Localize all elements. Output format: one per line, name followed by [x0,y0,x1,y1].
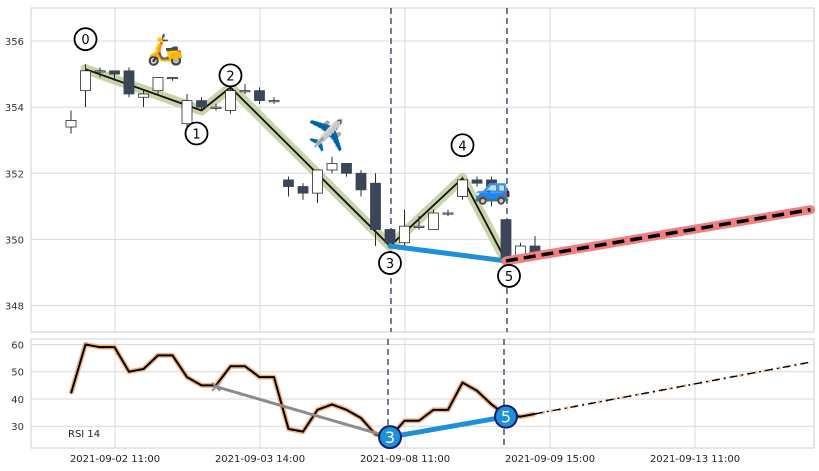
candle-body [428,212,439,230]
candle-body [239,90,251,93]
zigzag-marker-circle [184,121,209,146]
price-divergence-line [387,243,509,264]
rsi-label: RSI 14 [68,429,100,440]
price-projection-line [505,207,811,263]
zigzag-marker-circle [497,264,521,288]
zigzag-marker-circle [218,63,243,88]
candle-body [167,77,178,80]
candle-body [442,212,454,215]
candle-body [94,70,106,73]
candle-body [196,100,207,108]
candle-body [181,100,193,125]
rsi-marker-circle [378,425,402,450]
candle-body [210,106,222,109]
zigzag-marker-label: 5 [505,270,513,285]
rsi-tick-label: 40 [11,395,24,406]
price-tick-label: 356 [5,37,24,48]
rsi-divergence-blue [387,414,509,440]
rsi-grid [31,339,814,448]
x-tick-label: 2021-09-09 15:00 [505,454,595,465]
emoji-icon: ✈️ [308,117,345,154]
candle-body [384,229,396,244]
rsi-divergence-gray [215,385,391,439]
candle-body [457,179,468,197]
price-tick-label: 352 [5,169,24,180]
candle-body [312,169,323,194]
candle-body [123,70,135,95]
zigzag-marker-label: 1 [192,127,200,142]
zigzag-marker-label: 2 [226,69,234,84]
rsi-lines: 35 [68,341,811,450]
zigzag-marker-label: 3 [386,257,394,272]
x-tick-label: 2021-09-08 11:00 [360,454,450,465]
price-tick-label: 354 [5,103,24,114]
candle-body [109,70,120,75]
candle-body [268,100,280,103]
price-tick-label: 348 [5,302,24,313]
price-overlays: 0 1 2 3 4 5 🛵 ✈️ 🚙 [73,27,815,288]
rsi-line [70,343,536,439]
candle-body [399,225,410,244]
zigzag-marker-label: 0 [81,33,89,48]
candle-body [138,93,149,98]
zigzag-marker-label: 4 [458,139,466,154]
candle-body [225,90,236,111]
x-tick-label: 2021-09-02 11:00 [70,454,160,465]
rsi-marker-label: 3 [385,428,395,447]
x-tick-label: 2021-09-03 14:00 [215,454,305,465]
price-grid [31,8,814,332]
zigzag-marker-circle [378,251,402,275]
rsi-x-marker [211,381,221,392]
emoji-icon: 🚙 [474,172,511,207]
rsi-tick-label: 60 [11,340,24,351]
price-tick-label: 350 [5,235,24,246]
candle-body [152,77,164,92]
candle-body [486,179,497,201]
price-panel-frame [30,7,815,333]
candle-body [297,186,309,194]
candle-body [254,90,265,101]
rsi-marker-label: 5 [501,408,511,427]
candle-body [355,172,367,191]
zigzag-marker-circle [450,133,475,158]
candle-body [413,225,425,228]
rsi-tick-label: 30 [11,422,24,433]
zigzag-marker-circle [73,27,98,52]
rsi-projection-halo [534,360,811,416]
emoji-icon: 🛵 [147,33,184,68]
candle-body [283,179,294,187]
rsi-marker-circle [494,404,518,429]
candle-body [80,70,91,92]
candle-body [471,179,483,184]
candle-body [65,120,77,128]
candle-body [341,162,352,174]
rsi-tick-label: 50 [11,368,24,379]
candle-body [500,219,512,260]
candle-body [326,162,338,171]
candle-body [370,182,381,230]
x-tick-label: 2021-09-13 11:00 [650,454,740,465]
